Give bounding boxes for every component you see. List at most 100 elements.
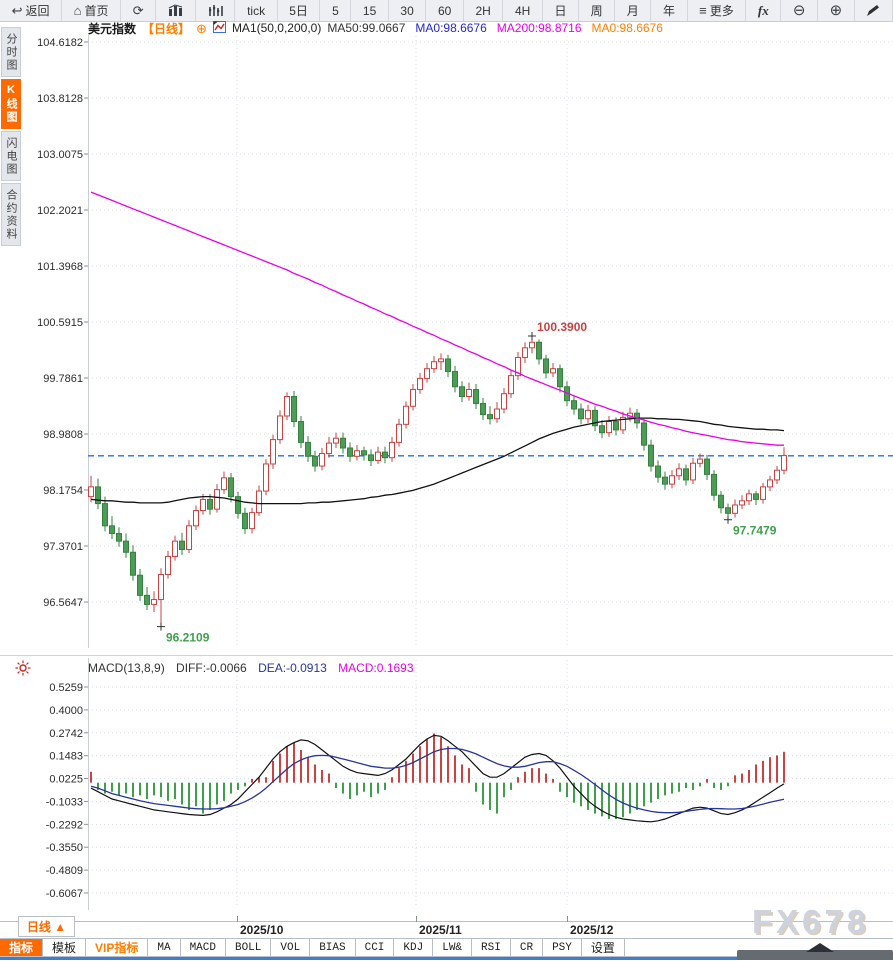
candle-body bbox=[228, 477, 234, 498]
more-button[interactable]: ≡ 更多 bbox=[688, 0, 747, 21]
candle-body bbox=[739, 500, 745, 506]
period-5-button[interactable]: 5 bbox=[320, 0, 352, 21]
kline-view-button[interactable] bbox=[156, 0, 197, 21]
candle-body bbox=[536, 341, 542, 360]
tab-template[interactable]: 模板 bbox=[43, 939, 87, 956]
candle-body bbox=[725, 507, 731, 514]
candle-body bbox=[501, 393, 507, 410]
period-5d-button[interactable]: 5日 bbox=[278, 0, 321, 21]
annotation-text: 96.2109 bbox=[166, 631, 210, 645]
macd-params: MACD(13,8,9) bbox=[88, 661, 165, 675]
candle-body bbox=[704, 458, 710, 475]
candle-body bbox=[256, 490, 262, 514]
candle-body bbox=[641, 422, 647, 446]
macd-chart[interactable]: 0.5259 0.4000 0.2742 0.1483 0.0225 -0.1033 -0.… bbox=[0, 658, 893, 916]
tab-rsi[interactable]: RSI bbox=[472, 939, 511, 956]
tab-indicator[interactable]: 指标 bbox=[0, 939, 44, 956]
tab-kdj[interactable]: KDJ bbox=[394, 939, 434, 956]
tab-lightning-chart[interactable]: 闪电图 bbox=[1, 131, 21, 181]
tab-lwr[interactable]: LW& bbox=[433, 939, 473, 956]
zoom-in-button[interactable]: ⊕ bbox=[818, 0, 855, 21]
candle-body bbox=[550, 368, 556, 374]
pencil-icon bbox=[866, 4, 880, 17]
macd-y-axis-label: 0.4000 bbox=[49, 705, 83, 717]
candle-body bbox=[543, 358, 549, 374]
candle-body bbox=[676, 468, 682, 477]
period-30-button[interactable]: 30 bbox=[389, 0, 427, 21]
home-button[interactable]: ⌂ 首页 bbox=[62, 0, 122, 21]
candle-body bbox=[291, 396, 297, 423]
candle-body bbox=[193, 510, 199, 527]
candle-body bbox=[389, 441, 395, 459]
period-year-button[interactable]: 年 bbox=[651, 0, 688, 21]
scrollbar-handle[interactable] bbox=[737, 950, 893, 960]
refresh-button[interactable]: ⟳ bbox=[121, 0, 157, 21]
toolbar-item-label: 4H bbox=[514, 3, 531, 18]
candle-body bbox=[200, 498, 206, 512]
macd-grid: 0.5259 0.4000 0.2742 0.1483 0.0225 -0.1033 -0.… bbox=[46, 658, 893, 910]
tab-cr[interactable]: CR bbox=[511, 939, 544, 956]
candle-body bbox=[95, 486, 101, 505]
candlestick-chart[interactable]: 104.6182 103.8128 103.0075 102.2021 101.3968… bbox=[0, 35, 893, 658]
tab-settings[interactable]: 设置 bbox=[582, 939, 625, 956]
candle-body bbox=[515, 357, 521, 377]
candle-body bbox=[571, 400, 577, 410]
tab-time-chart[interactable]: 分时图 bbox=[1, 27, 21, 77]
toolbar-item-label: 首页 bbox=[84, 4, 109, 18]
tab-vol[interactable]: VOL bbox=[271, 939, 311, 956]
tab-boll[interactable]: BOLL bbox=[226, 939, 272, 956]
period-week-button[interactable]: 周 bbox=[579, 0, 616, 21]
candle-body bbox=[746, 493, 752, 502]
zoom-out-icon: ⊖ bbox=[792, 2, 806, 19]
macd-y-axis-label: -0.3550 bbox=[46, 842, 83, 854]
period-15-button[interactable]: 15 bbox=[351, 0, 389, 21]
period-day-button[interactable]: 日 bbox=[543, 0, 580, 21]
fx-indicator-button[interactable]: fx bbox=[746, 0, 782, 21]
candle-body bbox=[760, 486, 766, 500]
candle-body bbox=[165, 555, 171, 576]
x-axis-label: 2025/11 bbox=[419, 923, 462, 937]
toolbar-item-label: 15 bbox=[362, 3, 377, 18]
tick-period-button[interactable]: tick bbox=[235, 0, 278, 21]
draw-button[interactable] bbox=[855, 0, 893, 21]
add-compare-icon[interactable]: ⊕ bbox=[196, 20, 207, 36]
scroll-up-arrow-icon[interactable] bbox=[806, 943, 834, 952]
macd-y-axis-label: 0.2742 bbox=[49, 728, 83, 740]
tab-psy[interactable]: PSY bbox=[543, 939, 582, 956]
period-60-button[interactable]: 60 bbox=[426, 0, 464, 21]
tab-kline-chart[interactable]: K线图 bbox=[1, 79, 21, 129]
tab-ma[interactable]: MA bbox=[148, 939, 181, 956]
toolbar-item-label: 5日 bbox=[289, 4, 308, 18]
period-4h-button[interactable]: 4H bbox=[503, 0, 543, 21]
toolbar-item-label: 返回 bbox=[25, 4, 50, 18]
bottom-accent-line bbox=[0, 957, 893, 960]
candle-body bbox=[123, 540, 129, 553]
tab-macd[interactable]: MACD bbox=[181, 939, 226, 956]
macd-header: MACD(13,8,9) DIFF:-0.0066 DEA:-0.0913 MA… bbox=[88, 661, 422, 675]
volume-view-button[interactable] bbox=[196, 0, 236, 21]
tab-bias[interactable]: BIAS bbox=[310, 939, 356, 956]
tab-cci[interactable]: CCI bbox=[356, 939, 395, 956]
tab-contract-info[interactable]: 合约资料 bbox=[1, 183, 21, 246]
diff-line bbox=[90, 734, 785, 823]
candle-body bbox=[781, 455, 787, 471]
ma-value-0: MA50:99.0667 bbox=[327, 21, 406, 35]
candle-body bbox=[774, 469, 780, 481]
zoom-in-icon: ⊕ bbox=[829, 2, 843, 19]
candle-body bbox=[305, 441, 311, 457]
mini-chart-icon[interactable] bbox=[212, 20, 226, 36]
xaxis-row: 日线 ▲ 2025/10 2025/11 2025/12 bbox=[0, 916, 893, 938]
back-button[interactable]: ↩ 返回 bbox=[0, 0, 63, 21]
candle-body bbox=[662, 476, 668, 485]
period-2h-button[interactable]: 2H bbox=[464, 0, 504, 21]
tab-vip-indicator[interactable]: VIP指标 bbox=[86, 939, 149, 956]
candle-body bbox=[438, 358, 444, 363]
period-month-button[interactable]: 月 bbox=[615, 0, 652, 21]
x-axis-tick bbox=[416, 916, 417, 922]
period-selector-button[interactable]: 日线 ▲ bbox=[18, 916, 75, 937]
zoom-out-button[interactable]: ⊖ bbox=[781, 0, 819, 21]
candle-body bbox=[494, 408, 500, 420]
candle-body bbox=[144, 594, 150, 605]
indicator-settings-icon[interactable] bbox=[15, 660, 31, 676]
candle-body bbox=[613, 421, 619, 431]
